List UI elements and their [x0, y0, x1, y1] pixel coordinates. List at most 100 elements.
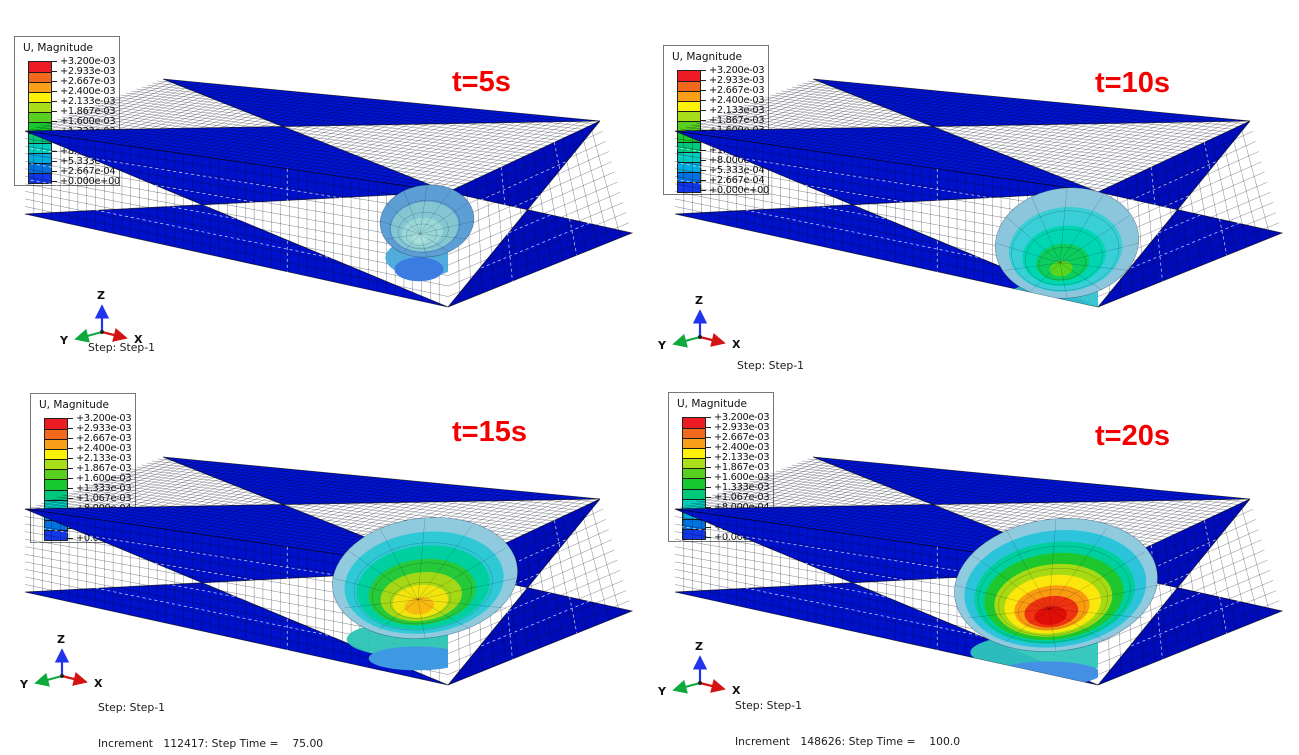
legend-tick: +2.400e-03	[705, 441, 774, 453]
crater-mesh-overlay	[953, 518, 1159, 652]
legend-tick: +1.867e-03	[705, 462, 774, 473]
tick-mark	[700, 180, 706, 182]
triad-origin	[698, 681, 702, 685]
x-axis-label: X	[732, 338, 741, 351]
deformation-crater	[954, 518, 1158, 652]
legend-color-cell	[678, 81, 700, 92]
legend-color-cell	[29, 72, 51, 83]
legend-color-cell	[683, 438, 705, 449]
legend-color-cell	[678, 181, 700, 192]
legend-color-cell	[678, 91, 700, 102]
tick-mark	[67, 478, 73, 479]
legend-color-cell	[683, 428, 705, 439]
tick-mark	[51, 70, 57, 72]
tick-mark	[67, 488, 73, 490]
legend-color-cell	[678, 161, 700, 172]
step-line: Step: Step-1	[737, 359, 805, 372]
step-line: Step: Step-1	[88, 341, 156, 354]
legend-color-cell	[683, 468, 705, 479]
legend-tick: +2.667e-03	[51, 76, 120, 87]
tick-mark	[705, 477, 711, 478]
y-axis-label: Y	[19, 678, 29, 691]
crater-mesh-overlay	[331, 517, 519, 639]
legend-title: U, Magnitude	[672, 51, 742, 63]
tick-value: +2.133e-03	[60, 95, 116, 107]
tick-value: +2.133e-03	[709, 104, 765, 116]
legend-color-cell	[678, 171, 700, 182]
tick-value: +5.333e-04	[60, 156, 116, 168]
triad-origin	[698, 335, 702, 339]
tick-value: +2.133e-03	[714, 451, 770, 463]
tick-value: +1.600e-03	[76, 473, 132, 485]
legend-tick: +2.133e-03	[51, 95, 120, 107]
tick-value: +2.667e-03	[709, 84, 765, 96]
legend-color-bar	[682, 417, 706, 540]
tick-mark	[51, 90, 57, 92]
time-annotation: t=20s	[1095, 420, 1170, 452]
time-annotation: t=10s	[1095, 67, 1170, 99]
legend-color-cell	[29, 112, 51, 123]
tick-value: +2.667e-03	[76, 432, 132, 444]
tick-mark	[705, 537, 711, 539]
model-mesh-view	[24, 456, 634, 686]
x-axis-arrow	[699, 333, 726, 347]
step-line: Step: Step-1	[98, 701, 166, 714]
tick-mark	[700, 160, 706, 162]
model-mesh-view	[674, 78, 1284, 308]
legend-tick: +2.133e-03	[700, 104, 769, 116]
viewport-panel-t5: U, Magnitude +3.200e-03 +2.933e-03 +2.667e…	[0, 0, 650, 378]
legend-title: U, Magnitude	[39, 399, 109, 411]
layer-partition-lines	[24, 142, 626, 283]
legend-tick: +2.133e-03	[67, 452, 136, 464]
tick-value: +2.400e-03	[714, 441, 770, 453]
legend-tick: +2.933e-03	[700, 75, 769, 86]
viewport-panel-t20: U, Magnitude +3.200e-03 +2.933e-03 +2.667e…	[650, 378, 1299, 755]
legend-color-cell	[29, 92, 51, 103]
crater-mesh-overlay	[994, 187, 1140, 299]
legend-color-cell	[29, 172, 51, 183]
viewport-panel-t10: U, Magnitude +3.200e-03 +2.933e-03 +2.667e…	[650, 0, 1299, 378]
legend-tick: +2.667e-03	[705, 432, 774, 443]
viewport-state-text: Step: Step-1 Increment 112417: Step Time…	[98, 678, 407, 755]
tick-mark	[705, 497, 711, 499]
tick-mark	[67, 437, 73, 439]
triad-origin	[100, 330, 104, 334]
legend-color-cell	[683, 498, 705, 509]
tick-mark	[67, 427, 73, 429]
tick-value: +3.200e-03	[60, 55, 116, 67]
legend-tick: +1.600e-03	[67, 473, 136, 485]
legend-tick: +2.933e-03	[705, 422, 774, 433]
legend-color-cell	[678, 111, 700, 122]
legend-tick: +1.600e-03	[705, 472, 774, 483]
legend-color-cell	[29, 162, 51, 173]
orientation-triad: Z Y X	[657, 294, 741, 352]
mesh-grid-lines	[680, 457, 1245, 570]
orientation-triad: Z Y X	[657, 640, 741, 698]
slab-block	[24, 456, 634, 686]
legend-tick: +2.400e-03	[700, 95, 769, 106]
legend-title: U, Magnitude	[677, 398, 747, 410]
z-axis-label: Z	[695, 640, 703, 653]
tick-mark	[700, 190, 706, 192]
legend-color-cell	[29, 152, 51, 163]
tick-mark	[700, 89, 706, 91]
y-axis-label: Y	[59, 334, 69, 347]
x-axis-arrow	[699, 679, 726, 693]
tick-mark	[51, 151, 57, 153]
tick-value: +2.133e-03	[76, 452, 132, 464]
x-axis-label: X	[94, 677, 103, 690]
legend-color-cell	[29, 82, 51, 93]
time-annotation: t=15s	[452, 416, 527, 448]
legend-color-cell	[45, 429, 67, 440]
tick-value: +2.400e-03	[60, 85, 116, 97]
model-mesh-view	[674, 456, 1284, 686]
legend-tick: +1.867e-03	[51, 106, 120, 117]
legend-color-cell	[45, 459, 67, 470]
x-axis-label: X	[134, 333, 143, 346]
viewport-panel-t15: U, Magnitude +3.200e-03 +2.933e-03 +2.667e…	[0, 378, 650, 755]
tick-mark	[700, 79, 706, 81]
mesh-grid-lines	[447, 125, 630, 303]
legend-color-cell	[45, 419, 67, 430]
legend-tick: +2.133e-03	[705, 451, 774, 463]
model-mesh-view	[24, 78, 634, 308]
